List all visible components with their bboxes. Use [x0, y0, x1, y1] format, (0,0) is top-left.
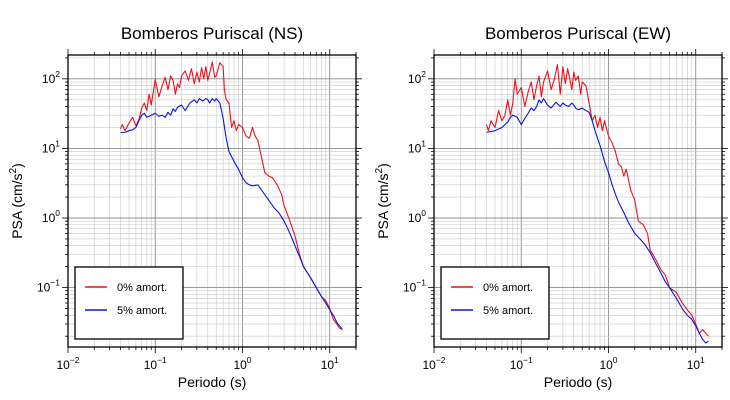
y-tick-exp: −1 — [416, 278, 426, 288]
x-tick-base: 10 — [422, 358, 436, 372]
x-tick-label: 10−2 — [422, 355, 445, 372]
x-tick-base: 10 — [510, 358, 524, 372]
x-tick-base: 10 — [233, 358, 247, 372]
x-tick-base: 10 — [687, 358, 701, 372]
y-tick-label: 10−1 — [37, 278, 60, 295]
y-tick-label: 10−1 — [403, 278, 426, 295]
x-tick-base: 10 — [321, 358, 335, 372]
y-axis-label-sup: 2 — [374, 167, 385, 173]
y-tick-base: 10 — [403, 281, 417, 295]
x-tick-exp: −2 — [436, 355, 446, 365]
y-tick-exp: 2 — [55, 69, 60, 79]
x-tick-label: 101 — [321, 355, 339, 372]
x-tick-label: 10−1 — [510, 355, 533, 372]
y-tick-label: 100 — [408, 208, 426, 225]
x-tick-exp: 0 — [247, 355, 252, 365]
y-axis-label: PSA (cm/s2) — [8, 163, 25, 239]
y-axis-label-sup: 2 — [8, 167, 19, 173]
legend-label-undamped: 0% amort. — [483, 282, 533, 294]
chart-panel-ns: Bomberos Puriscal (NS)10−2 10−1 100 10110−1… — [8, 24, 362, 390]
y-tick-base: 10 — [42, 211, 56, 225]
y-tick-exp: 1 — [421, 138, 426, 148]
y-tick-exp: 0 — [421, 208, 426, 218]
legend: 0% amort. 5% amort. — [440, 266, 550, 340]
x-tick-label: 10−2 — [56, 355, 79, 372]
x-tick-base: 10 — [144, 358, 158, 372]
y-tick-exp: 2 — [421, 69, 426, 79]
x-tick-exp: 1 — [334, 355, 339, 365]
y-axis-label: PSA (cm/s2) — [374, 163, 391, 239]
y-tick-base: 10 — [408, 72, 422, 86]
y-tick-exp: 1 — [55, 138, 60, 148]
y-tick-label: 102 — [408, 69, 426, 86]
y-tick-label: 100 — [42, 208, 60, 225]
legend-label-damped: 5% amort. — [117, 305, 167, 317]
series-line-damped — [120, 98, 343, 330]
y-axis-label-end: ) — [9, 163, 25, 168]
x-tick-label: 100 — [233, 355, 251, 372]
x-tick-base: 10 — [599, 358, 613, 372]
x-tick-exp: −1 — [157, 355, 167, 365]
plot-frame — [433, 54, 723, 348]
legend-label-damped: 5% amort. — [483, 305, 533, 317]
y-axis-label-main: PSA (cm/s — [9, 173, 25, 238]
legend: 0% amort. 5% amort. — [74, 266, 184, 340]
y-tick-label: 102 — [42, 69, 60, 86]
y-tick-base: 10 — [408, 211, 422, 225]
legend-label-undamped: 0% amort. — [117, 282, 167, 294]
chart-title: Bomberos Puriscal (NS) — [121, 24, 303, 43]
y-axis-label-main: PSA (cm/s — [375, 173, 391, 238]
y-tick-base: 10 — [37, 281, 51, 295]
plot-frame — [67, 54, 357, 348]
x-tick-exp: −2 — [70, 355, 80, 365]
x-tick-exp: −1 — [523, 355, 533, 365]
legend-box — [440, 266, 550, 340]
chart-title: Bomberos Puriscal (EW) — [485, 24, 671, 43]
x-axis-label: Periodo (s) — [178, 374, 246, 390]
series-line-damped — [486, 98, 709, 344]
x-tick-exp: 0 — [613, 355, 618, 365]
y-tick-exp: −1 — [50, 278, 60, 288]
y-axis-label-end: ) — [375, 163, 391, 168]
x-axis-label: Periodo (s) — [544, 374, 612, 390]
series-line-undamped — [486, 64, 709, 337]
y-tick-base: 10 — [42, 72, 56, 86]
chart-panel-ew: Bomberos Puriscal (EW)10−2 10−1 100 10110−1… — [374, 24, 728, 390]
series-line-undamped — [120, 61, 343, 330]
y-tick-base: 10 — [42, 141, 56, 155]
legend-box — [74, 266, 184, 340]
x-tick-label: 100 — [599, 355, 617, 372]
x-tick-label: 10−1 — [144, 355, 167, 372]
y-tick-base: 10 — [408, 141, 422, 155]
y-tick-label: 101 — [42, 138, 60, 155]
x-tick-label: 101 — [687, 355, 705, 372]
x-tick-exp: 1 — [700, 355, 705, 365]
x-tick-base: 10 — [56, 358, 70, 372]
y-tick-exp: 0 — [55, 208, 60, 218]
y-tick-label: 101 — [408, 138, 426, 155]
